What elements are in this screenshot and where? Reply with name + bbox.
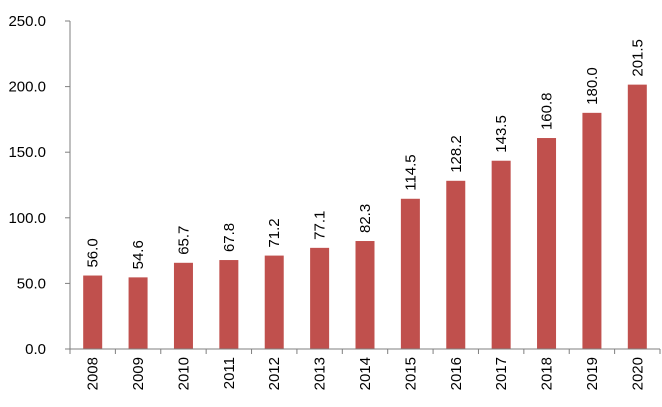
bar-2011 [219,260,239,349]
bar-2013 [310,247,330,349]
bar-2018 [537,138,557,349]
value-label-2012: 71.2 [266,218,283,247]
x-tick-label-2011: 2011 [221,357,238,389]
bar-2019 [582,112,602,349]
y-tick-label: 100.0 [8,210,46,227]
y-tick-label: 250.0 [8,13,46,30]
x-tick-label-2013: 2013 [312,357,329,390]
value-label-2011: 67.8 [221,223,238,252]
value-label-2018: 160.8 [539,92,556,130]
value-label-2020: 201.5 [629,39,646,77]
x-axis-ticks: 2008 2009 2010 2011 2012 2013 2014 2015 2016 2017… [69,349,661,390]
value-label-2015: 114.5 [402,154,419,190]
x-tick-label-2009: 2009 [130,357,147,390]
bar-2020 [627,84,647,349]
x-tick-label-2010: 2010 [175,357,192,390]
bar-2014 [355,241,375,349]
value-label-2014: 82.3 [357,204,374,233]
value-label-2013: 77.1 [312,211,329,240]
bar-2012 [264,255,284,349]
y-tick-label: 150.0 [8,144,46,161]
x-tick-label-2020: 2020 [629,357,646,390]
bar-2009 [128,277,148,349]
x-tick-label-2018: 2018 [539,357,556,390]
value-labels: 56.0 54.6 65.7 67.8 71.2 77.1 82.3 114.5 128.2 14… [85,39,647,269]
x-tick-label-2016: 2016 [448,357,465,390]
y-tick-label: 0.0 [25,341,46,358]
y-axis-ticks: 0.0 50.0 100.0 150.0 200.0 250.0 [8,13,70,358]
x-tick-label-2012: 2012 [266,357,283,390]
bar-2016 [446,180,466,349]
x-tick-label-2008: 2008 [85,357,102,390]
value-label-2010: 65.7 [175,226,192,255]
value-label-2019: 180.0 [584,67,601,105]
bar-2010 [173,262,193,349]
x-tick-label-2015: 2015 [402,357,419,390]
value-label-2008: 56.0 [85,238,102,267]
bar-2015 [400,198,420,349]
value-label-2016: 128.2 [448,135,465,173]
x-tick-label-2019: 2019 [584,357,601,390]
x-tick-label-2014: 2014 [357,357,374,390]
value-label-2017: 143.5 [493,115,510,153]
y-tick-label: 50.0 [17,275,46,292]
value-label-2009: 54.6 [130,240,147,269]
x-tick-label-2017: 2017 [493,357,510,390]
y-tick-label: 200.0 [8,79,46,96]
bar-2017 [491,160,511,349]
bars [83,84,647,349]
bar-2008 [83,275,103,349]
